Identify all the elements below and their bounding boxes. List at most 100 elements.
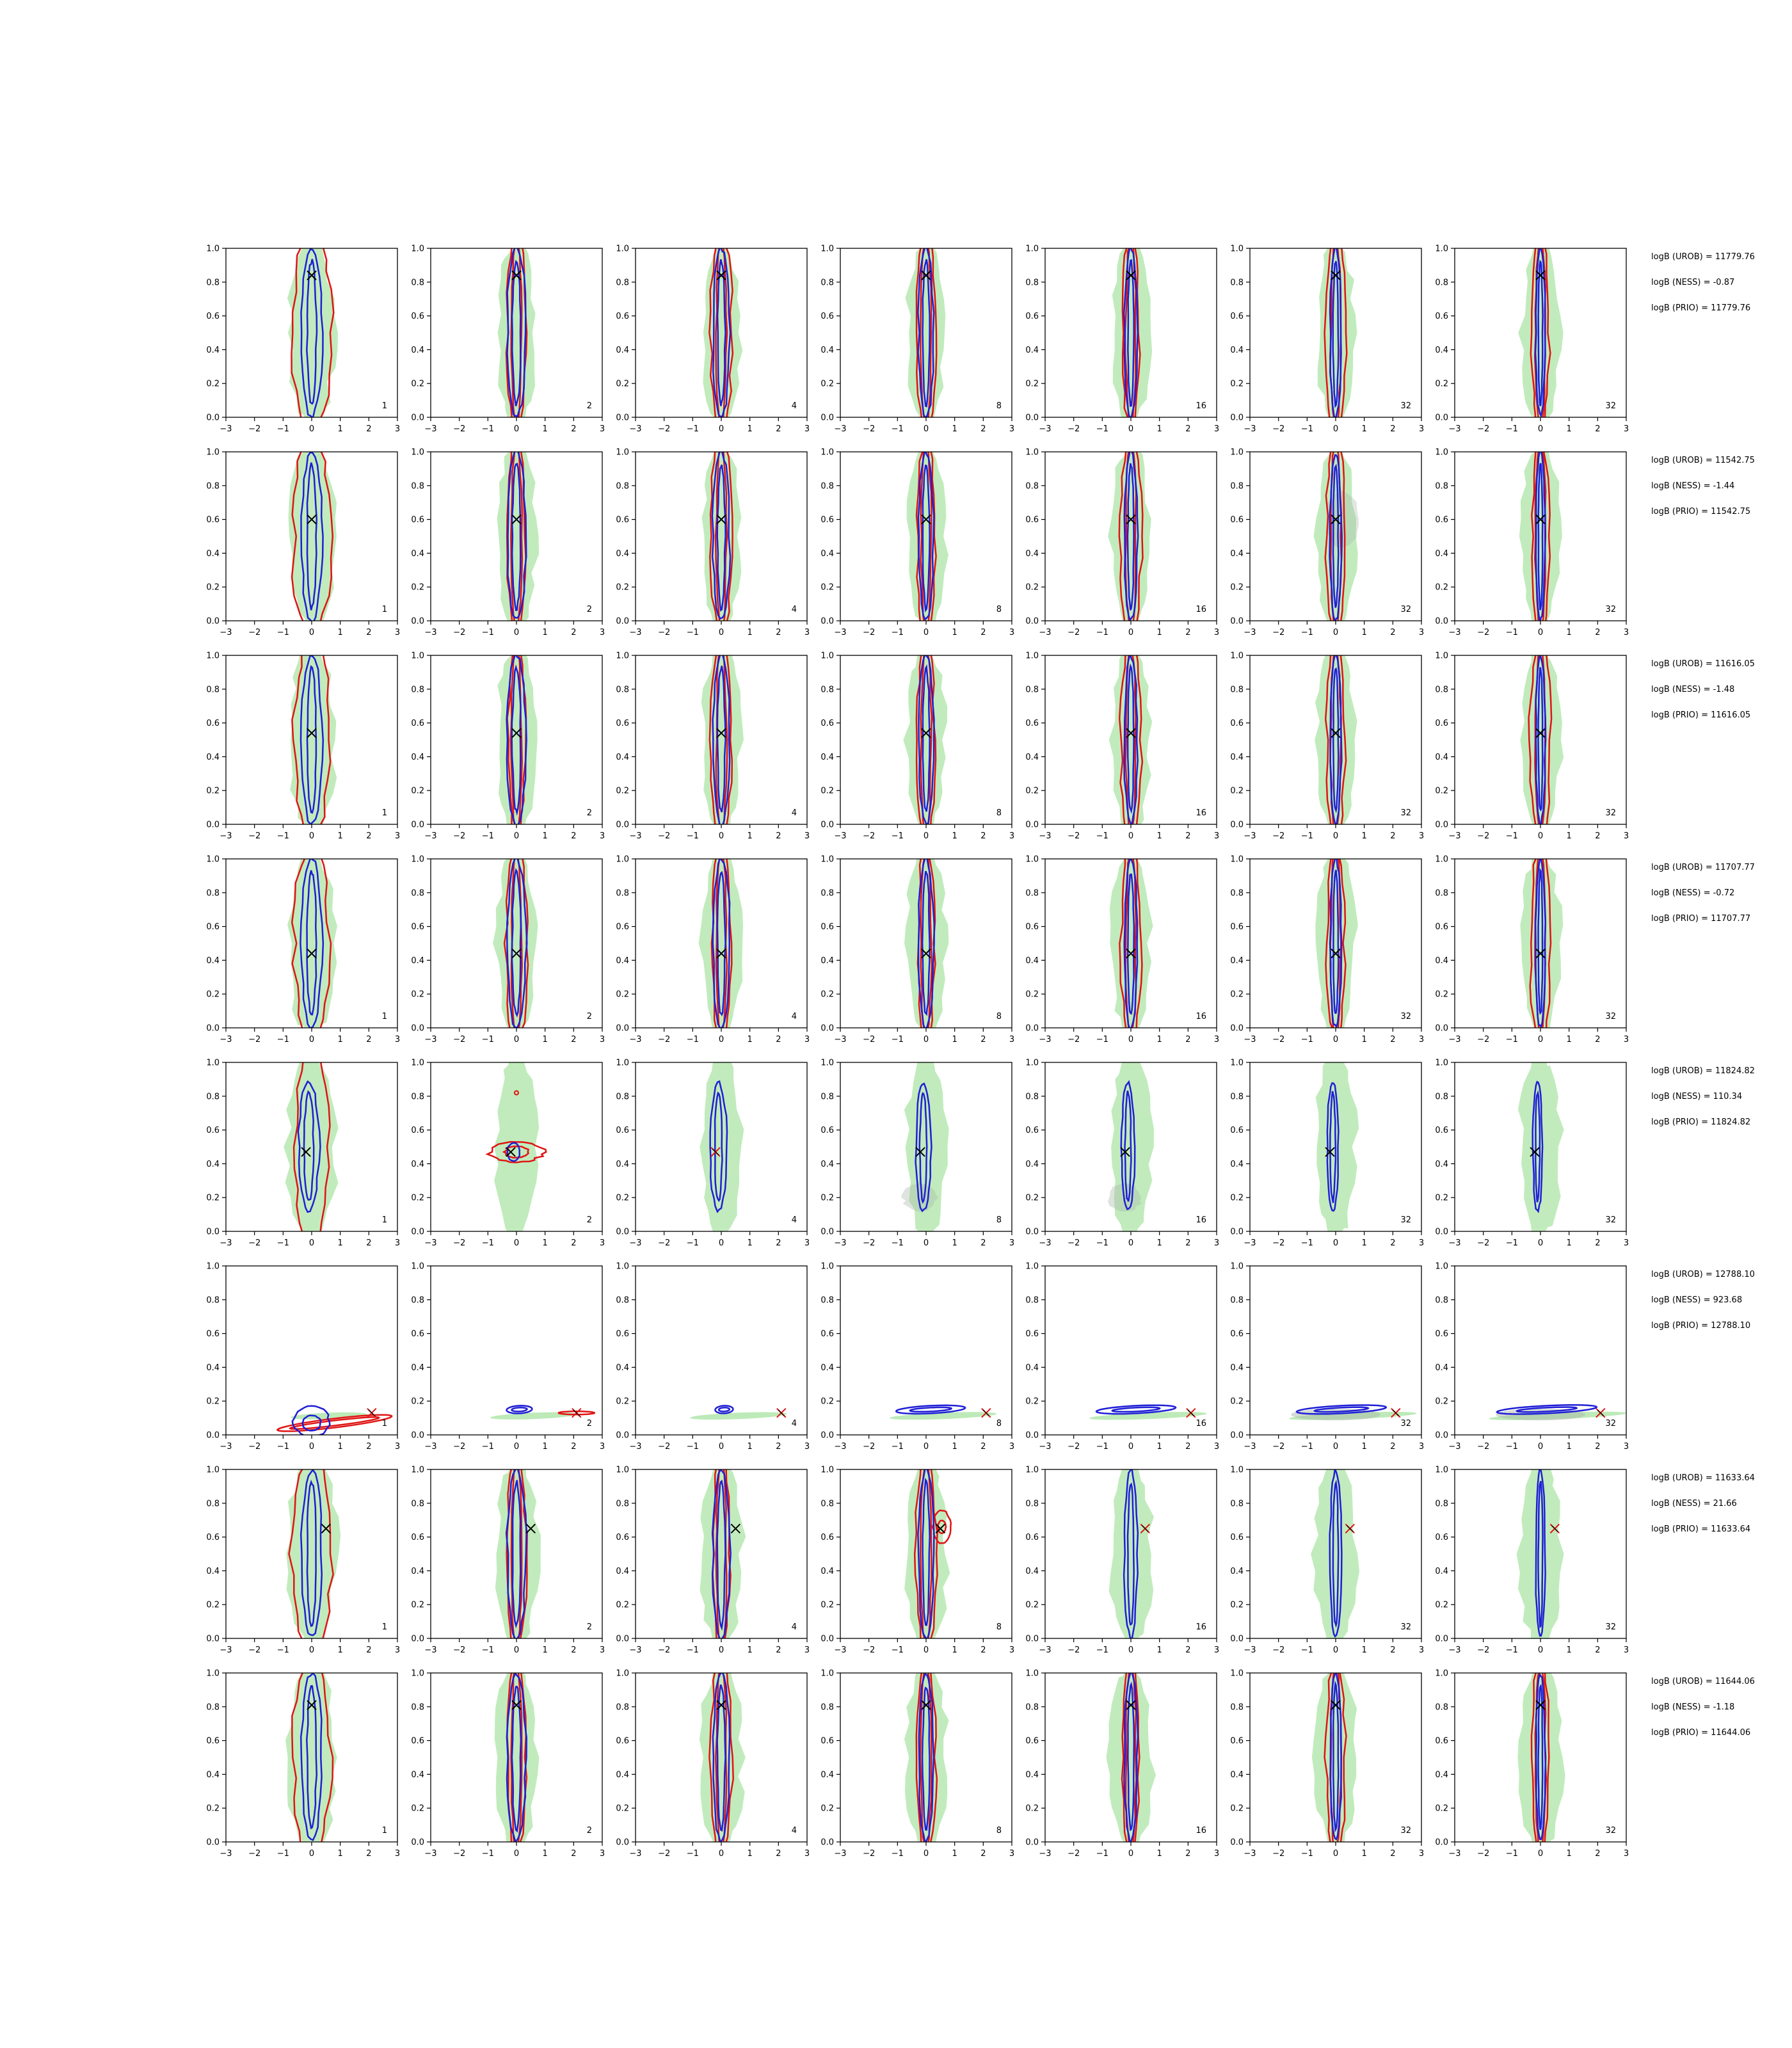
y-tick-label: 0.0	[1025, 1431, 1039, 1441]
contour-layer	[495, 1469, 541, 1638]
x-tick-label: −2	[863, 1849, 875, 1859]
logb-label: logB (NESS) = -0.87	[1651, 278, 1735, 287]
density-fill	[1517, 1062, 1564, 1231]
x-tick-label: 2	[571, 831, 576, 841]
x-tick-label: 3	[804, 628, 810, 637]
x-tick-label: −1	[1301, 1442, 1313, 1452]
density-fill	[1108, 1469, 1154, 1638]
subplot: −3 −2 −1 0 1 2 3 0.0 0.2 0.4 0.6 0.8 1.0 16	[1025, 1059, 1219, 1249]
contour-red	[503, 859, 529, 1028]
y-tick-label: 0.8	[1025, 1702, 1039, 1712]
contour-blue	[1127, 1681, 1135, 1832]
x-tick-label: −3	[1244, 831, 1256, 841]
contour-layer	[905, 248, 946, 417]
subplot-corner-label: 8	[996, 1622, 1002, 1632]
y-tick-label: 0.0	[616, 617, 629, 627]
truth-marker	[1186, 1407, 1196, 1418]
y-tick-label: 0.4	[1435, 956, 1448, 966]
y-tick-label: 0.0	[1025, 820, 1039, 830]
contour-red	[1119, 859, 1143, 1028]
x-tick-label: 0	[1333, 1645, 1338, 1655]
y-tick-label: 0.8	[1025, 888, 1039, 898]
x-tick-label: 2	[1390, 424, 1395, 434]
subplot: −3 −2 −1 0 1 2 3 0.0 0.2 0.4 0.6 0.8 1.0 32	[1230, 855, 1424, 1045]
y-tick-label: 0.4	[1025, 1160, 1039, 1169]
density-fill	[1518, 248, 1564, 417]
x-tick-label: −1	[277, 424, 289, 434]
y-tick-label: 0.6	[616, 312, 629, 321]
y-tick-label: 0.0	[616, 413, 629, 423]
subplot-corner-label: 1	[382, 1012, 387, 1021]
contour-blue	[1329, 859, 1343, 1028]
subplot-corner-label: 1	[382, 401, 387, 411]
contour-blue	[1332, 667, 1340, 813]
subplot: −3 −2 −1 0 1 2 3 0.0 0.2 0.4 0.6 0.8 1.0 1	[206, 244, 400, 435]
contour-blue	[306, 462, 318, 611]
y-tick-label: 0.6	[1230, 1329, 1244, 1339]
x-tick-label: 1	[338, 831, 343, 841]
y-tick-label: 0.0	[1435, 1024, 1448, 1034]
truth-marker	[1126, 728, 1136, 739]
contour-blue	[1329, 655, 1343, 824]
y-tick-label: 0.8	[1230, 1702, 1244, 1712]
y-tick-label: 0.6	[616, 1126, 629, 1135]
contour-layer	[1108, 452, 1151, 621]
contour-blue	[1329, 248, 1342, 417]
x-tick-label: 1	[338, 424, 343, 434]
x-tick-label: −2	[863, 831, 875, 841]
truth-marker	[307, 948, 317, 959]
y-tick-label: 1.0	[411, 448, 424, 458]
x-tick-label: 0	[1128, 1645, 1133, 1655]
y-tick-label: 1.0	[206, 855, 220, 865]
subplot: −3 −2 −1 0 1 2 3 0.0 0.2 0.4 0.6 0.8 1.0 1	[206, 448, 400, 638]
x-tick-label: −3	[629, 1238, 641, 1248]
y-tick-label: 0.2	[411, 380, 424, 389]
x-tick-label: −3	[424, 1238, 436, 1248]
x-tick-label: 0	[719, 831, 724, 841]
contour-red	[709, 452, 733, 621]
x-tick-label: 2	[1595, 1035, 1600, 1044]
contour-blue	[1496, 1404, 1598, 1415]
contour-red	[915, 248, 938, 417]
y-tick-label: 0.0	[206, 1431, 220, 1441]
y-tick-label: 0.8	[1435, 278, 1448, 287]
contour-red	[1325, 859, 1347, 1028]
subplot-corner-label: 32	[1400, 1622, 1411, 1632]
density-fill	[494, 1673, 540, 1842]
x-tick-label: 0	[1128, 1849, 1133, 1859]
x-tick-label: −2	[248, 1238, 260, 1248]
x-tick-label: 3	[804, 1442, 810, 1452]
subplot: −3 −2 −1 0 1 2 3 0.0 0.2 0.4 0.6 0.8 1.0 32	[1435, 1669, 1629, 1859]
subplot-corner-label: 8	[996, 808, 1002, 818]
x-tick-label: 2	[776, 831, 781, 841]
x-tick-label: −1	[892, 831, 904, 841]
contour-layer	[904, 1469, 952, 1638]
x-tick-label: 2	[366, 424, 371, 434]
y-tick-label: 0.0	[411, 820, 424, 830]
subplot: −3 −2 −1 0 1 2 3 0.0 0.2 0.4 0.6 0.8 1.0 4	[616, 1466, 810, 1656]
logb-label: logB (PRIO) = 11824.82	[1651, 1117, 1751, 1127]
contour-red	[1124, 655, 1137, 824]
x-tick-label: 3	[1009, 1442, 1014, 1452]
x-tick-label: 3	[1419, 628, 1424, 637]
logb-label: logB (UROB) = 11779.76	[1651, 252, 1755, 262]
y-tick-label: 1.0	[616, 1669, 629, 1679]
truth-marker	[1535, 948, 1546, 959]
contour-layer	[1109, 859, 1153, 1028]
subplot: −3 −2 −1 0 1 2 3 0.0 0.2 0.4 0.6 0.8 1.0 32	[1230, 244, 1424, 435]
subplot-corner-label: 32	[1400, 808, 1411, 818]
x-tick-label: 3	[1624, 1849, 1629, 1859]
x-tick-label: −3	[1039, 831, 1051, 841]
y-tick-label: 0.2	[820, 1397, 834, 1407]
contour-blue	[1535, 452, 1547, 621]
subplot-corner-label: 32	[1605, 1622, 1616, 1632]
contour-blue	[1534, 248, 1546, 417]
x-tick-label: −1	[1506, 424, 1518, 434]
y-tick-label: 0.0	[411, 1431, 424, 1441]
contour-blue	[918, 1092, 928, 1204]
x-tick-label: 2	[571, 1645, 576, 1655]
y-tick-label: 0.8	[411, 685, 424, 694]
y-tick-label: 0.2	[206, 1397, 220, 1407]
y-tick-label: 0.8	[1025, 1499, 1039, 1508]
y-tick-label: 0.6	[1025, 515, 1039, 525]
